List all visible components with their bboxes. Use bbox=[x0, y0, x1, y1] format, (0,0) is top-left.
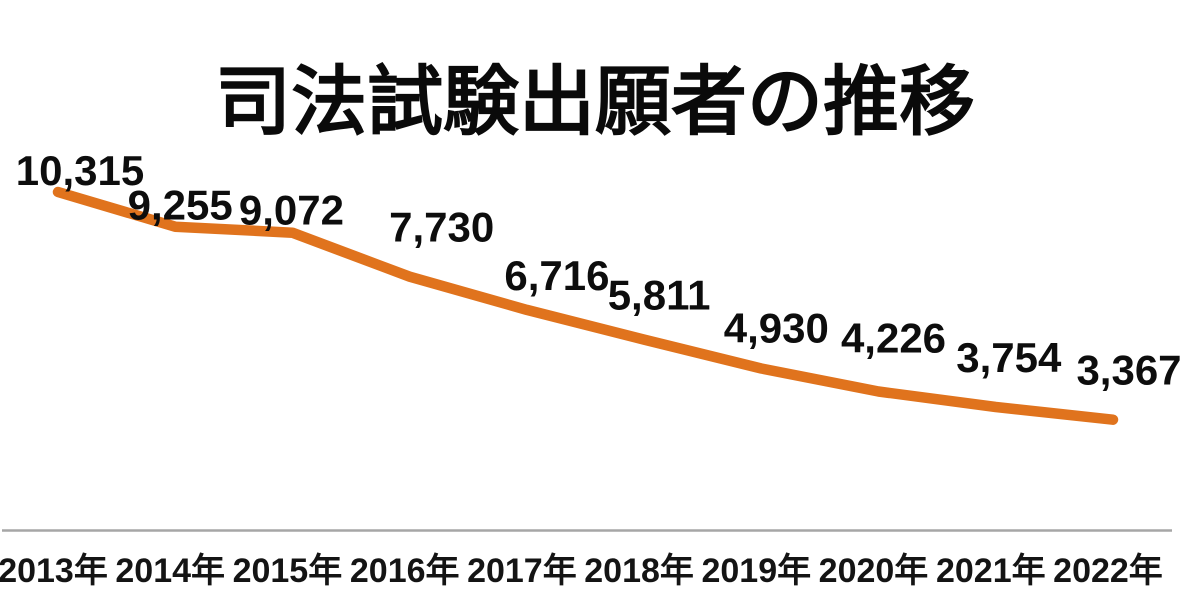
x-axis-label-2022年: 2022年 bbox=[1053, 552, 1163, 590]
data-label-2017年: 6,716 bbox=[504, 252, 609, 299]
data-label-2021年: 3,754 bbox=[956, 334, 1062, 381]
x-axis-label-2017年: 2017年 bbox=[467, 552, 577, 590]
data-label-2014年: 9,255 bbox=[128, 182, 233, 229]
x-axis-label-2014年: 2014年 bbox=[115, 552, 225, 590]
x-axis-label-2016年: 2016年 bbox=[350, 552, 460, 590]
x-axis-label-2020年: 2020年 bbox=[819, 552, 929, 590]
data-label-2018年: 5,811 bbox=[608, 272, 711, 319]
data-label-2013年: 10,315 bbox=[16, 147, 144, 194]
chart-title: 司法試験出願者の推移 bbox=[215, 60, 975, 145]
data-label-2016年: 7,730 bbox=[389, 204, 494, 251]
x-axis-label-2019年: 2019年 bbox=[701, 552, 811, 590]
x-axis-label-2021年: 2021年 bbox=[936, 552, 1046, 590]
x-axis-label-2018年: 2018年 bbox=[584, 552, 694, 590]
data-label-2022年: 3,367 bbox=[1076, 347, 1181, 394]
series-line bbox=[52, 186, 1119, 425]
data-label-2015年: 9,072 bbox=[239, 187, 344, 234]
x-axis-label-2015年: 2015年 bbox=[233, 552, 343, 590]
x-axis-labels-group: 2013年 2014年 2015年 2016年 2017年 2018年 2019年 2020年… bbox=[0, 552, 1163, 590]
data-label-2019年: 4,930 bbox=[724, 305, 829, 352]
data-label-2020年: 4,226 bbox=[841, 315, 946, 362]
x-axis-label-2013年: 2013年 bbox=[0, 552, 108, 590]
